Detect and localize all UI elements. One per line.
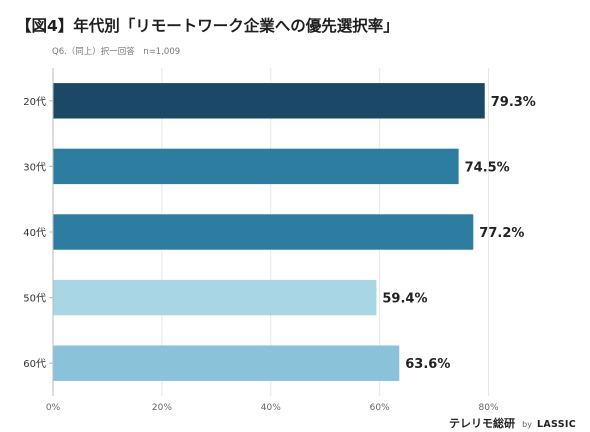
x-tick-label: 80% <box>479 403 499 413</box>
value-label: 74.5% <box>465 160 510 175</box>
chart-subtitle: Q6.（同上）択一回答 n=1,009 <box>52 47 181 57</box>
x-tick-label: 60% <box>370 403 390 413</box>
x-tick-label: 40% <box>261 403 281 413</box>
bars <box>53 83 485 381</box>
value-label: 63.6% <box>405 357 450 372</box>
category-label: 30代 <box>23 161 46 173</box>
brand-logo: テレリモ総研 by LASSIC <box>449 414 576 430</box>
bar <box>53 345 400 381</box>
brand-company: LASSIC <box>537 419 576 430</box>
brand-name: テレリモ総研 <box>449 417 516 430</box>
axes <box>49 68 54 396</box>
x-tick-label: 20% <box>152 403 172 413</box>
labels: 0% 20% 40% 60% 80% 20代 79.3% 30代 74.5% 40代 77.2% 50… <box>23 95 536 413</box>
value-label: 59.4% <box>382 292 427 307</box>
bar <box>53 148 459 185</box>
value-label: 79.3% <box>491 95 536 110</box>
bar <box>53 279 377 316</box>
value-label: 77.2% <box>479 226 524 241</box>
category-label: 60代 <box>23 358 46 370</box>
bar <box>53 83 485 119</box>
chart-title: 【図4】年代別「リモートワーク企業への優先選択率」 <box>16 17 399 35</box>
brand-by: by <box>522 420 532 429</box>
bar <box>53 214 474 250</box>
category-label: 20代 <box>23 96 46 108</box>
x-tick-label: 0% <box>46 403 61 413</box>
category-label: 50代 <box>23 293 46 305</box>
category-label: 40代 <box>23 227 46 239</box>
